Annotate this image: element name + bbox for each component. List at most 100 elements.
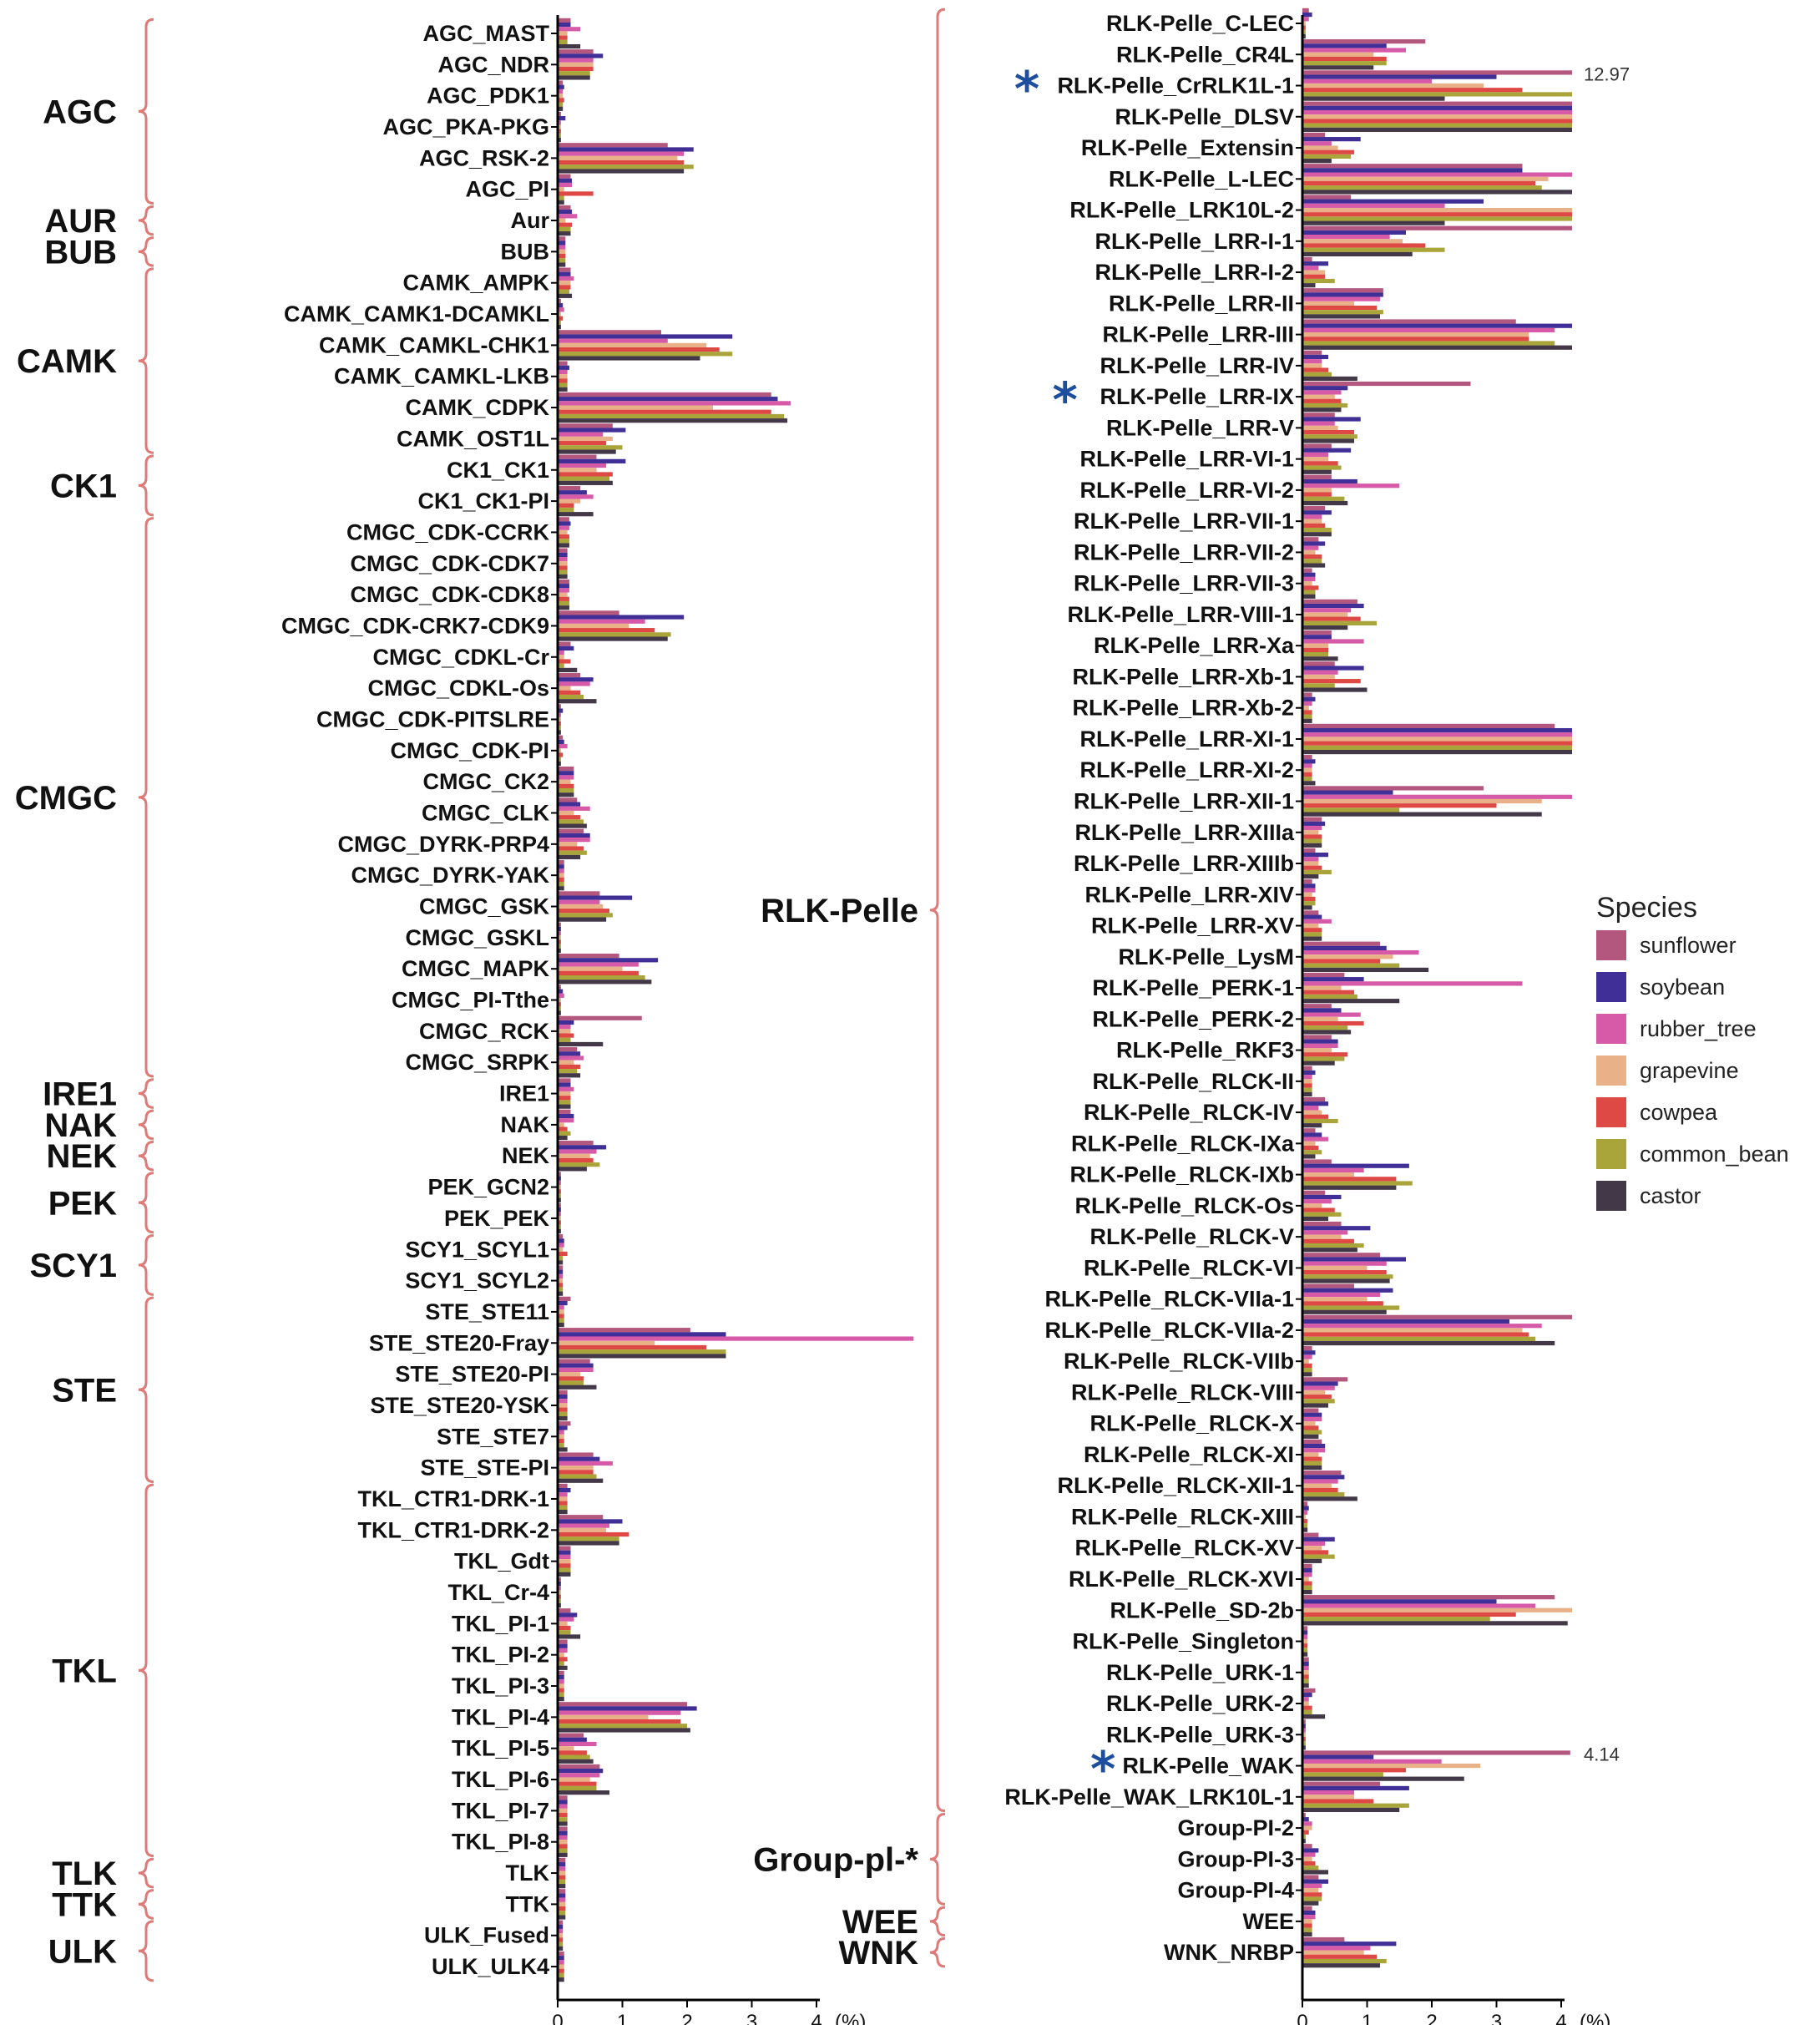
bar-tkl-pi-8-soybean	[558, 1830, 568, 1835]
bar-rlk-pelle-lrr-iii-common_bean	[1302, 341, 1555, 346]
bar-tkl-pi-3-common_bean	[558, 1692, 564, 1698]
bar-tkl-pi-6-grapevine	[558, 1777, 590, 1782]
bar-cmgc-ck2-cowpea	[558, 783, 574, 788]
bar-camk-camk1-dcamkl-castor	[558, 325, 561, 330]
bar-rlk-pelle-urk-2-common_bean	[1302, 1709, 1312, 1715]
bar-rlk-pelle-dlsv-soybean	[1302, 105, 1572, 110]
bar-rlk-pelle-lrr-vii-1-grapevine	[1302, 519, 1322, 524]
bar-tkl-ctr1-drk-1-cowpea	[558, 1501, 568, 1506]
bar-rlk-pelle-perk-1-common_bean	[1302, 994, 1357, 1000]
bar-rlk-pelle-rlck-vi-cowpea	[1302, 1270, 1387, 1275]
bar-rlk-pelle-rlck-ii-soybean	[1302, 1070, 1316, 1076]
bar-tkl-pi-4-castor	[558, 1728, 690, 1733]
bar-agc-rsk-2-rubber_tree	[558, 151, 685, 156]
bar-rlk-pelle-rlck-xiii-rubber_tree	[1302, 1510, 1308, 1515]
bar-rlk-pelle-lrr-xa-castor	[1302, 656, 1338, 661]
row-label-rlk-pelle-cr4l: RLK-Pelle_CR4L	[1116, 42, 1294, 67]
bar-cmgc-pi-tthe-rubber_tree	[558, 993, 564, 998]
row-label-rlk-pelle-rkf3: RLK-Pelle_RKF3	[1116, 1038, 1294, 1063]
bar-cmgc-dyrk-prp4-castor	[558, 854, 581, 860]
bar-rlk-pelle-lrr-vii-1-common_bean	[1302, 527, 1332, 533]
row-label-rlk-pelle-lrr-ix: RLK-Pelle_LRR-IX	[1100, 384, 1294, 409]
bar-camk-ampk-rubber_tree	[558, 276, 574, 281]
group-label-bub: BUB	[44, 234, 117, 271]
bar-tkl-pi-7-rubber_tree	[558, 1804, 568, 1809]
bar-rlk-pelle-rlck-xi-grapevine	[1302, 1452, 1319, 1457]
bar-rlk-pelle-sd-2b-castor	[1302, 1621, 1568, 1626]
bar-rlk-pelle-lrr-xi-1-grapevine	[1302, 737, 1572, 742]
row-label-group-pi-4: Group-PI-4	[1178, 1878, 1295, 1903]
row-label-rlk-pelle-perk-1: RLK-Pelle_PERK-1	[1092, 975, 1294, 1000]
bar-scy1-scyl2-cowpea	[558, 1283, 564, 1288]
bar-rlk-pelle-lrr-i-1-sunflower	[1302, 225, 1572, 230]
group-label-tlk: TLK	[52, 1855, 117, 1892]
bar-rlk-pelle-lrr-viii-1-soybean	[1302, 603, 1364, 609]
row-label-cmgc-srpk: CMGC_SRPK	[405, 1050, 549, 1075]
bar-cmgc-gsk-cowpea	[558, 909, 609, 914]
group-label-pek: PEK	[48, 1185, 117, 1222]
group-bracket-ste	[138, 1296, 154, 1483]
bar-rlk-pelle-lrr-ii-common_bean	[1302, 310, 1383, 315]
bar-cmgc-cdk-cdk7-grapevine	[558, 561, 568, 566]
bar-rlk-pelle-rlck-os-cowpea	[1302, 1207, 1335, 1212]
bar-rlk-pelle-l-lec-sunflower	[1302, 164, 1523, 169]
row-label-cmgc-gskl: CMGC_GSKL	[405, 925, 549, 950]
legend-label-cowpea: cowpea	[1640, 1100, 1718, 1125]
bar-tkl-pi-2-castor	[558, 1665, 568, 1670]
bar-rlk-pelle-lysm-castor	[1302, 967, 1429, 972]
bar-cmgc-cdk-pitslre-cowpea	[558, 721, 561, 726]
bar-cmgc-dyrk-yak-rubber_tree	[558, 868, 564, 873]
bar-rlk-pelle-lrr-xiv-common_bean	[1302, 901, 1316, 906]
bar-cmgc-cdk-pi-common_bean	[558, 757, 561, 762]
bar-rlk-pelle-rlck-xi-common_bean	[1302, 1461, 1322, 1466]
bar-cmgc-clk-cowpea	[558, 815, 581, 820]
legend-title: Species	[1596, 892, 1697, 924]
bar-aur-rubber_tree	[558, 214, 578, 219]
bar-rlk-pelle-perk-1-grapevine	[1302, 985, 1342, 990]
bar-rlk-pelle-rlck-xii-1-cowpea	[1302, 1487, 1338, 1493]
bar-tkl-pi-1-common_bean	[558, 1630, 571, 1635]
row-label-rlk-pelle-lrk10l-2: RLK-Pelle_LRK10L-2	[1069, 198, 1294, 223]
bar-ste-ste20-pi-common_bean	[558, 1380, 584, 1385]
bar-ck1-ck1-pi-castor	[558, 512, 594, 517]
bar-agc-rsk-2-soybean	[558, 147, 694, 152]
bar-tlk-grapevine	[558, 1871, 566, 1876]
bar-rlk-pelle-lrr-xiiib-soybean	[1302, 853, 1328, 858]
bar-cmgc-gskl-rubber_tree	[558, 931, 561, 936]
bar-ck1-ck1-common_bean	[558, 476, 609, 481]
row-label-tlk: TLK	[506, 1860, 550, 1886]
bar-ck1-ck1-castor	[558, 480, 613, 485]
bar-cmgc-gskl-grapevine	[558, 935, 561, 940]
bar-rlk-pelle-rlck-viia-2-common_bean	[1302, 1336, 1535, 1341]
row-label-rlk-pelle-lrr-i-1: RLK-Pelle_LRR-I-1	[1095, 229, 1294, 254]
bar-rlk-pelle-perk-2-common_bean	[1302, 1025, 1348, 1030]
bar-tkl-pi-3-castor	[558, 1697, 564, 1702]
bar-tkl-pi-3-sunflower	[558, 1670, 564, 1676]
bar-ttk-castor	[558, 1915, 566, 1920]
bar-cmgc-mapk-rubber_tree	[558, 962, 639, 967]
bar-rlk-pelle-lrr-xb-1-rubber_tree	[1302, 670, 1338, 675]
bar-rlk-pelle-lrr-i-2-sunflower	[1302, 256, 1312, 262]
row-label-aur: Aur	[511, 208, 550, 233]
bar-rlk-pelle-rlck-ii-cowpea	[1302, 1083, 1312, 1088]
bar-pek-pek-grapevine	[558, 1216, 561, 1221]
bar-scy1-scyl2-castor	[558, 1291, 564, 1296]
row-label-tkl-pi-3: TKL_PI-3	[452, 1673, 549, 1698]
bar-cmgc-cdk-ccrk-rubber_tree	[558, 525, 569, 530]
bar-tkl-ctr1-drk-2-castor	[558, 1541, 619, 1546]
bar-rlk-pelle-rlck-x-rubber_tree	[1302, 1416, 1322, 1422]
bar-rlk-pelle-lysm-grapevine	[1302, 954, 1393, 959]
bar-tkl-pi-4-soybean	[558, 1706, 697, 1711]
bar-wee-rubber_tree	[1302, 1915, 1316, 1920]
row-label-camk-camkl-chk1: CAMK_CAMKL-CHK1	[319, 332, 549, 357]
bar-rlk-pelle-wak-cowpea	[1302, 1768, 1406, 1773]
bar-rlk-pelle-rlck-xii-1-rubber_tree	[1302, 1479, 1338, 1484]
bar-rlk-pelle-rlck-vi-grapevine	[1302, 1265, 1368, 1270]
bar-rlk-pelle-lrr-vi-1-grapevine	[1302, 457, 1328, 462]
bar-agc-ndr-cowpea	[558, 66, 594, 72]
bar-scy1-scyl2-common_bean	[558, 1287, 564, 1292]
bar-ire1-sunflower	[558, 1078, 571, 1083]
bar-rlk-pelle-lrr-xi-1-common_bean	[1302, 745, 1572, 750]
bar-rlk-pelle-c-lec-castor	[1302, 34, 1306, 39]
bar-rlk-pelle-lrr-xa-rubber_tree	[1302, 639, 1364, 644]
